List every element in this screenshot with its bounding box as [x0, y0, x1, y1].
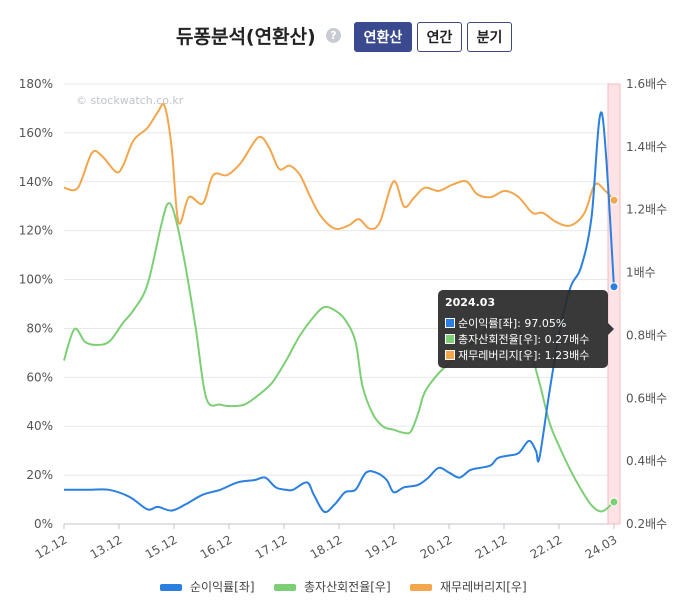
tab-annualized[interactable]: 연환산: [354, 22, 412, 52]
left-tick-label: 160%: [19, 126, 53, 140]
right-tick-label: 0.2배수: [626, 517, 667, 531]
header: 듀퐁분석(연환산) ? 연환산 연간 분기: [0, 20, 690, 56]
right-tick-label: 0.8배수: [626, 328, 667, 342]
left-tick-label: 0%: [34, 517, 53, 531]
help-icon[interactable]: ?: [326, 28, 341, 43]
tooltip: 2024.03 순이익률[좌]: 97.05% 총자산회전율[우]: 0.27배…: [438, 290, 614, 368]
right-tick-label: 0.4배수: [626, 454, 667, 468]
x-tick-label: 18.12: [308, 532, 345, 561]
x-tick-label: 19.12: [363, 532, 400, 561]
tab-annual[interactable]: 연간: [417, 22, 462, 52]
series-point-leverage: [609, 195, 619, 205]
series-line-net-margin: [64, 111, 615, 514]
legend-swatch-icon: [410, 584, 432, 591]
grid-lines: [64, 83, 614, 525]
x-tick-label: 20.12: [418, 532, 455, 561]
tooltip-title: 2024.03: [445, 296, 496, 309]
x-tick-label: 13.12: [88, 532, 125, 561]
watermark: © stockwatch.co.kr: [76, 94, 184, 107]
tooltip-row-asset-turnover: 총자산회전율[우]: 0.27배수: [445, 331, 589, 347]
right-tick-label: 1.2배수: [626, 203, 667, 217]
x-tick-label: 21.12: [473, 532, 510, 561]
left-tick-label: 40%: [26, 419, 53, 433]
left-tick-label: 180%: [19, 77, 53, 91]
legend-item-asset-turnover[interactable]: 총자산회전율[우]: [274, 578, 391, 595]
x-tick-label: 16.12: [198, 532, 235, 561]
legend-label: 순이익률[좌]: [190, 580, 255, 594]
tooltip-row-leverage: 재무레버리지[우]: 1.23배수: [445, 347, 589, 363]
left-tick-label: 20%: [26, 468, 53, 482]
series-point-net-margin: [609, 282, 619, 292]
right-tick-label: 1.4배수: [626, 140, 667, 154]
tab-quarter[interactable]: 분기: [467, 22, 512, 52]
left-tick-label: 140%: [19, 175, 53, 189]
x-tick-label: 12.12: [33, 532, 70, 561]
legend-swatch-icon: [274, 584, 296, 591]
tooltip-swatch-icon: [445, 334, 455, 344]
right-tick-label: 0.6배수: [626, 391, 667, 405]
right-tick-label: 1.6배수: [626, 77, 667, 91]
left-tick-label: 120%: [19, 224, 53, 238]
left-tick-label: 100%: [19, 273, 53, 287]
page-title: 듀퐁분석(연환산): [176, 26, 316, 48]
x-tick-label: 24.03: [583, 532, 620, 561]
highlight-band: [607, 83, 621, 525]
legend-swatch-icon: [160, 584, 182, 591]
tooltip-row-net-margin: 순이익률[좌]: 97.05%: [445, 315, 566, 331]
tooltip-row-text: 순이익률[좌]: 97.05%: [458, 317, 567, 330]
series-point-asset-turnover: [609, 497, 619, 507]
left-tick-label: 80%: [26, 321, 53, 335]
x-tick-label: 17.12: [253, 532, 290, 561]
legend-item-net-margin[interactable]: 순이익률[좌]: [160, 578, 255, 595]
x-axis: 12.12 13.12 15.12 16.12 17.12 18.12 19.12 20.12…: [33, 524, 620, 562]
tooltip-swatch-icon: [445, 350, 455, 360]
legend-label: 총자산회전율[우]: [304, 580, 391, 594]
legend-label: 재무레버리지[우]: [440, 580, 527, 594]
left-tick-label: 60%: [26, 370, 53, 384]
x-tick-label: 22.12: [528, 532, 565, 561]
legend: 순이익률[좌] 총자산회전율[우] 재무레버리지[우]: [0, 578, 690, 598]
left-axis: 0% 20% 40% 60% 80% 100% 120% 140% 160% 180%: [19, 77, 53, 531]
tooltip-swatch-icon: [445, 318, 455, 328]
x-tick-label: 15.12: [143, 532, 180, 561]
legend-item-leverage[interactable]: 재무레버리지[우]: [410, 578, 527, 595]
series-line-leverage: [63, 103, 615, 230]
right-tick-label: 1배수: [626, 266, 656, 280]
tooltip-row-text: 총자산회전율[우]: 0.27배수: [458, 333, 590, 346]
tooltip-arrow: [608, 323, 614, 335]
series-layer: [63, 103, 619, 514]
right-axis: 0.2배수 0.4배수 0.6배수 0.8배수 1배수 1.2배수 1.4배수 1.6배수: [626, 77, 667, 531]
tooltip-row-text: 재무레버리지[우]: 1.23배수: [458, 349, 590, 362]
